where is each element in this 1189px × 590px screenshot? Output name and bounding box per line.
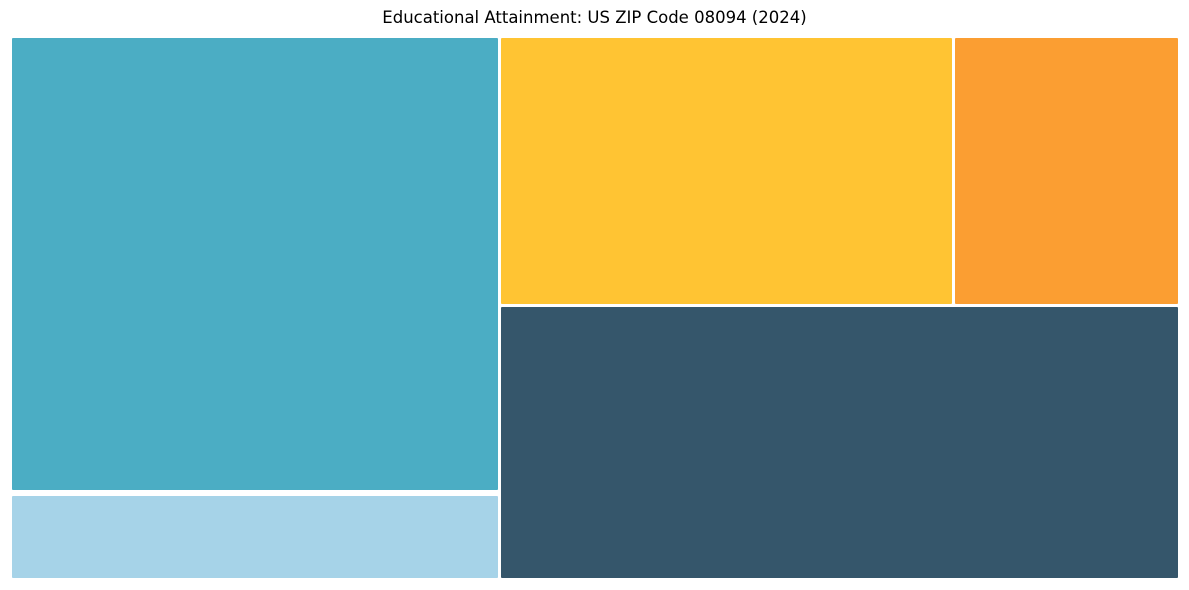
treemap-cell-dark-slate[interactable] [501, 307, 1178, 578]
treemap-cell-light-blue[interactable] [12, 496, 498, 578]
chart-title: Educational Attainment: US ZIP Code 0809… [382, 8, 807, 27]
treemap-cell-orange[interactable] [955, 38, 1178, 304]
treemap-cell-teal[interactable] [12, 38, 498, 490]
treemap-cell-yellow[interactable] [501, 38, 952, 304]
